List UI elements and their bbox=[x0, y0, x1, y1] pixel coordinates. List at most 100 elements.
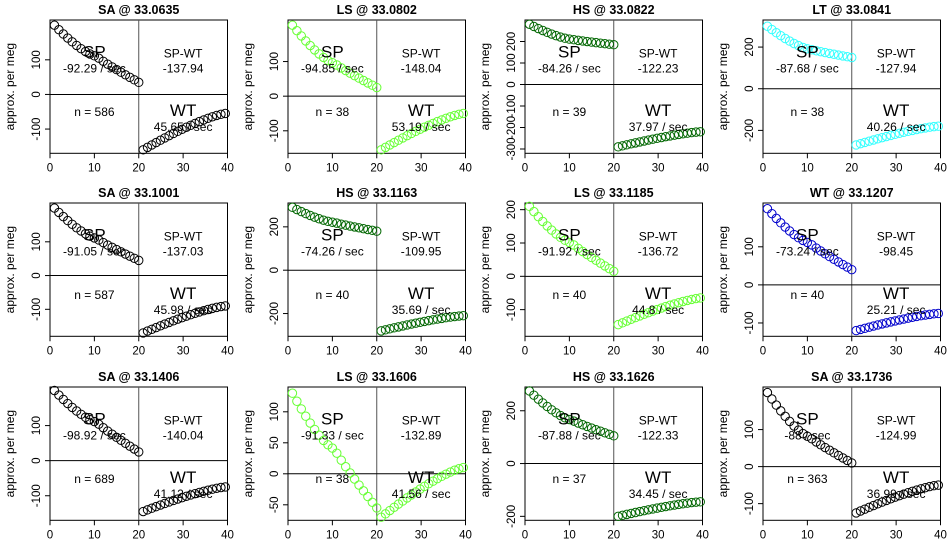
wt-point bbox=[635, 311, 645, 321]
diff-value: -127.94 bbox=[875, 61, 916, 75]
wt-point bbox=[155, 499, 166, 510]
sp-point bbox=[586, 422, 597, 433]
wt-point bbox=[907, 486, 917, 496]
sp-point bbox=[107, 242, 117, 253]
chart-title: WT @ 33.1207 bbox=[809, 186, 893, 200]
x-tick-label: 0 bbox=[522, 346, 528, 358]
wt-label: WT bbox=[645, 101, 671, 120]
n-count: n = 37 bbox=[553, 472, 587, 486]
wt-label: WT bbox=[645, 284, 671, 303]
wt-point bbox=[691, 497, 701, 507]
sp-rate: -91.05 / sec bbox=[63, 245, 126, 259]
sp-point bbox=[846, 52, 856, 63]
chart-title: HS @ 33.1163 bbox=[336, 186, 417, 200]
wt-point bbox=[401, 320, 412, 330]
y-tick-label: 0 bbox=[744, 282, 756, 288]
wt-point bbox=[160, 133, 170, 143]
wt-point bbox=[164, 318, 174, 328]
wt-point bbox=[933, 309, 943, 319]
sp-point bbox=[331, 218, 342, 229]
wt-point bbox=[894, 128, 904, 139]
wt-point bbox=[142, 504, 153, 515]
y-tick-label: 0 bbox=[269, 470, 281, 476]
sp-point bbox=[564, 414, 575, 424]
wt-point bbox=[375, 326, 386, 336]
x-tick-label: 40 bbox=[696, 529, 709, 541]
sp-label: SP bbox=[83, 409, 106, 428]
wt-point bbox=[190, 308, 200, 319]
sp-point bbox=[300, 411, 310, 421]
chart-panel-5: SA @ 33.1001 0 10 20 30 40 -100 0 100 approx. per… bbox=[3, 186, 234, 357]
n-count: n = 38 bbox=[315, 472, 349, 486]
sp-point bbox=[49, 385, 60, 395]
sp-point bbox=[353, 223, 364, 233]
x-tick-label: 0 bbox=[759, 346, 765, 358]
wt-point bbox=[881, 495, 891, 505]
y-tick-label: 100 bbox=[31, 233, 43, 252]
wt-point bbox=[635, 137, 645, 147]
wt-point bbox=[440, 469, 451, 479]
wt-point bbox=[458, 311, 468, 321]
y-tick-label: -100 bbox=[31, 118, 43, 141]
sp-point bbox=[291, 205, 302, 215]
chart-panel-1: SA @ 33.0635 0 10 20 30 40 -100 0 100 approx. per… bbox=[3, 3, 234, 174]
wt-point bbox=[198, 306, 209, 316]
chart-title: SA @ 33.1001 bbox=[98, 186, 179, 200]
sp-point bbox=[811, 46, 821, 56]
wt-point bbox=[695, 496, 705, 507]
sp-point bbox=[98, 238, 108, 248]
wt-label: WT bbox=[882, 468, 908, 487]
x-tick-label: 30 bbox=[177, 529, 190, 541]
y-axis-label: approx. per meg bbox=[241, 226, 255, 313]
wt-point bbox=[423, 316, 433, 326]
sp-point bbox=[842, 262, 852, 273]
y-tick-label: 100 bbox=[269, 52, 281, 71]
wt-point bbox=[151, 137, 161, 148]
wt-point bbox=[397, 133, 407, 143]
chart-title: SA @ 33.1406 bbox=[98, 370, 179, 384]
sp-point bbox=[788, 38, 799, 49]
wt-point bbox=[868, 321, 878, 332]
sp-point bbox=[371, 502, 381, 513]
wt-point bbox=[177, 313, 187, 323]
sp-point bbox=[89, 51, 100, 61]
wt-point bbox=[186, 120, 196, 130]
sp-point bbox=[344, 221, 355, 232]
wt-point bbox=[160, 498, 170, 508]
wt-point bbox=[617, 141, 628, 151]
wt-point bbox=[613, 142, 623, 152]
y-axis-label: approx. per meg bbox=[3, 226, 17, 313]
sp-label: SP bbox=[83, 42, 106, 61]
wt-label: WT bbox=[170, 284, 196, 303]
x-tick-label: 40 bbox=[221, 529, 234, 541]
wt-point bbox=[622, 509, 632, 519]
sp-point bbox=[134, 77, 144, 88]
sp-point bbox=[340, 65, 350, 76]
y-axis-label: approx. per meg bbox=[716, 226, 730, 313]
sp-point bbox=[304, 211, 315, 221]
x-tick-label: 20 bbox=[370, 162, 383, 174]
sp-point bbox=[815, 46, 825, 57]
x-tick-label: 0 bbox=[522, 529, 528, 541]
chart-panel-3: HS @ 33.0822 0 10 20 30 40 -300-200-100 0 100 200… bbox=[478, 3, 709, 174]
sp-point bbox=[353, 73, 364, 83]
sp-point bbox=[797, 42, 808, 53]
wt-rate: 53.19 / sec bbox=[391, 120, 450, 134]
wt-point bbox=[220, 481, 230, 492]
wt-point bbox=[203, 113, 213, 123]
sp-point bbox=[296, 403, 306, 414]
wt-point bbox=[449, 465, 459, 475]
wt-point bbox=[630, 313, 641, 323]
sp-point bbox=[793, 40, 803, 51]
sp-point bbox=[824, 48, 834, 59]
sp-point bbox=[538, 217, 548, 227]
y-tick-label: -100 bbox=[506, 298, 518, 321]
sp-label: SP bbox=[321, 42, 344, 61]
wt-point bbox=[427, 118, 438, 129]
wt-point bbox=[863, 322, 874, 333]
chart-panel-12: SA @ 33.1736 0 10 20 30 40 -100 0 100 approx. per… bbox=[716, 370, 947, 541]
wt-point bbox=[902, 126, 913, 137]
wt-point bbox=[207, 112, 218, 122]
diff-value: -98.45 bbox=[879, 245, 913, 259]
y-tick-label: 0 bbox=[31, 457, 43, 463]
